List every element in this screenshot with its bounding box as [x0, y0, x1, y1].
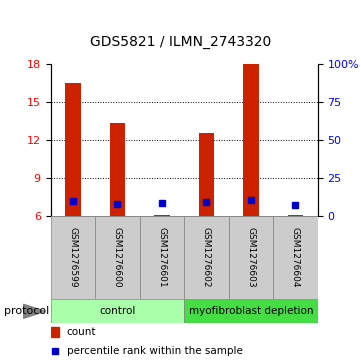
Bar — [184, 299, 318, 323]
Bar — [243, 64, 259, 216]
Text: myofibroblast depletion: myofibroblast depletion — [189, 306, 313, 316]
Bar — [51, 327, 58, 337]
Text: GSM1276604: GSM1276604 — [291, 228, 300, 288]
Bar — [51, 299, 184, 323]
Text: protocol: protocol — [4, 306, 49, 316]
Polygon shape — [23, 304, 45, 318]
Bar — [51, 216, 95, 299]
Bar — [65, 83, 81, 216]
Text: GSM1276599: GSM1276599 — [68, 227, 77, 288]
Text: percentile rank within the sample: percentile rank within the sample — [67, 346, 243, 356]
Text: control: control — [99, 306, 135, 316]
Text: GSM1276601: GSM1276601 — [157, 227, 166, 288]
Bar — [95, 216, 140, 299]
Bar — [288, 215, 303, 216]
Bar — [140, 216, 184, 299]
Bar — [273, 216, 318, 299]
Text: GSM1276603: GSM1276603 — [247, 227, 255, 288]
Bar — [229, 216, 273, 299]
Bar — [109, 123, 125, 216]
Bar — [199, 134, 214, 216]
Bar — [184, 216, 229, 299]
Text: count: count — [67, 327, 96, 337]
Text: GDS5821 / ILMN_2743320: GDS5821 / ILMN_2743320 — [90, 35, 271, 49]
Text: GSM1276602: GSM1276602 — [202, 228, 211, 288]
Text: GSM1276600: GSM1276600 — [113, 227, 122, 288]
Bar — [154, 215, 170, 216]
